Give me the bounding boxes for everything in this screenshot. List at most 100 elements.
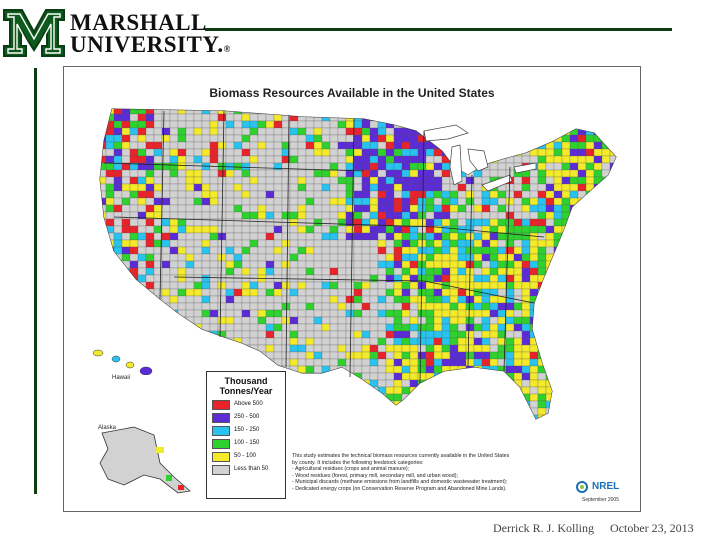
county-cell — [217, 302, 227, 311]
county-cell — [537, 155, 547, 164]
county-cell — [537, 225, 547, 234]
county-cell — [137, 109, 147, 115]
county-cell — [289, 120, 299, 129]
county-cell — [345, 288, 355, 297]
county-cell — [417, 316, 427, 325]
county-cell — [321, 358, 331, 367]
county-cell — [273, 358, 283, 367]
county-cell — [441, 169, 451, 178]
county-cell — [273, 197, 283, 206]
county-cell — [618, 338, 626, 345]
county-cell — [545, 155, 555, 164]
county-cell — [177, 120, 187, 129]
county-cell — [361, 309, 371, 318]
county-cell — [593, 407, 603, 416]
county-cell — [369, 211, 379, 220]
county-cell — [249, 169, 259, 178]
county-cell — [385, 127, 395, 136]
county-cell — [489, 344, 499, 353]
county-cell — [353, 344, 363, 353]
county-cell — [521, 351, 531, 360]
county-cell — [521, 379, 531, 388]
county-cell — [465, 330, 475, 339]
county-cell — [305, 253, 315, 262]
county-cell — [353, 134, 363, 143]
county-cell — [521, 344, 531, 353]
county-cell — [609, 379, 616, 388]
county-cell — [137, 120, 147, 129]
county-cell — [289, 183, 299, 192]
county-cell — [425, 197, 435, 206]
county-cell — [393, 169, 403, 178]
county-cell — [473, 351, 483, 360]
county-cell — [329, 372, 339, 381]
county-cell — [297, 141, 307, 150]
county-cell — [217, 337, 227, 346]
county-cell — [145, 393, 155, 402]
county-cell — [121, 120, 131, 129]
county-cell — [169, 400, 179, 409]
county-cell — [137, 190, 147, 199]
county-cell — [313, 323, 323, 332]
county-cell — [417, 414, 427, 419]
county-cell — [313, 358, 323, 367]
county-cell — [521, 260, 531, 269]
county-cell — [401, 162, 411, 171]
county-cell — [426, 422, 434, 429]
county-cell — [425, 316, 435, 325]
county-cell — [273, 323, 283, 332]
county-cell — [193, 344, 203, 353]
county-cell — [321, 400, 331, 409]
county-cell — [290, 422, 298, 429]
legend-row: 100 - 150 — [212, 438, 285, 449]
county-cell — [393, 323, 403, 332]
county-cell — [145, 260, 155, 269]
county-cell — [241, 253, 251, 262]
county-cell — [457, 330, 467, 339]
county-cell — [289, 169, 299, 178]
county-cell — [241, 148, 251, 157]
county-cell — [313, 246, 323, 255]
county-cell — [465, 316, 475, 325]
county-cell — [561, 148, 571, 157]
county-cell — [361, 204, 371, 213]
county-cell — [321, 344, 331, 353]
county-cell — [609, 120, 616, 129]
county-cell — [241, 190, 251, 199]
county-cell — [385, 169, 395, 178]
county-cell — [577, 232, 587, 241]
county-cell — [289, 351, 299, 360]
county-cell — [385, 155, 395, 164]
county-cell — [433, 288, 443, 297]
county-cell — [497, 309, 507, 318]
county-cell — [369, 134, 379, 143]
county-cell — [369, 274, 379, 283]
county-cell — [145, 148, 155, 157]
county-cell — [505, 309, 515, 318]
county-cell — [377, 316, 387, 325]
county-cell — [289, 141, 299, 150]
county-cell — [337, 204, 347, 213]
county-cell — [121, 337, 131, 346]
county-cell — [185, 267, 195, 276]
county-cell — [257, 323, 267, 332]
county-cell — [561, 295, 571, 304]
county-cell — [297, 281, 307, 290]
county-cell — [129, 309, 139, 318]
county-cell — [105, 267, 115, 276]
county-cell — [545, 316, 555, 325]
county-cell — [537, 162, 547, 171]
county-cell — [249, 323, 259, 332]
county-cell — [305, 393, 315, 402]
county-cell — [265, 232, 275, 241]
county-cell — [177, 109, 187, 115]
county-cell — [593, 351, 603, 360]
county-cell — [409, 400, 419, 409]
county-cell — [465, 120, 475, 129]
county-cell — [337, 232, 347, 241]
county-cell — [601, 344, 611, 353]
county-cell — [449, 267, 459, 276]
county-cell — [177, 337, 187, 346]
county-cell — [585, 316, 595, 325]
county-cell — [553, 330, 563, 339]
